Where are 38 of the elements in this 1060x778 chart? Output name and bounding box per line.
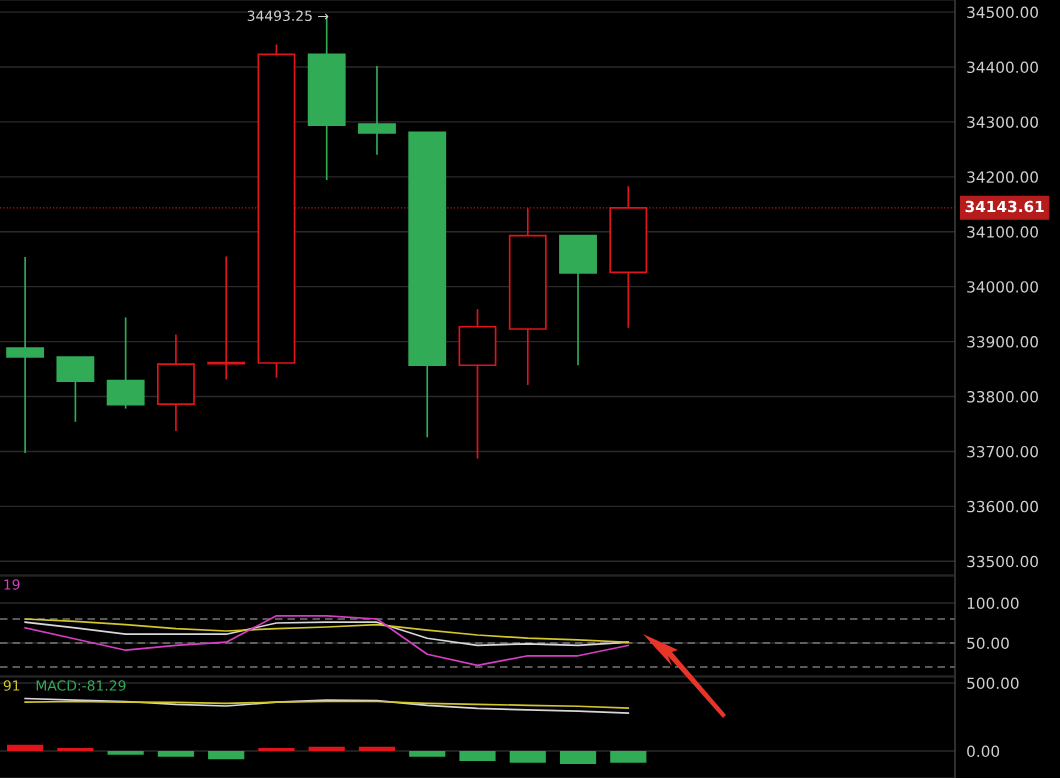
line-series [24,700,630,709]
bar [409,751,446,757]
y-tick-label: 34400.00 [967,61,1038,74]
bar [107,751,144,755]
bar [258,748,295,752]
y-tick-label: 500.00 [967,677,1019,690]
annotation: MACD:-81.29 [36,680,126,691]
y-tick-label: 33700.00 [967,445,1038,458]
bar [610,751,647,763]
bar [308,746,345,752]
y-tick-label: 34000.00 [967,281,1038,293]
candlestick [6,256,45,454]
y-tick-label: 33900.00 [967,336,1038,348]
line-series [24,697,630,714]
y-tick-label: 34100.00 [967,226,1038,238]
y-tick-label: 0.00 [967,745,1000,758]
annotation: 91 [3,680,20,691]
y-tick-label: 33500.00 [967,555,1038,568]
line-series [24,614,630,667]
bar [358,746,396,752]
bar [7,744,44,752]
y-tick-label: 50.00 [967,637,1009,650]
bar [57,748,94,752]
ref-line-label: 34143.61 [965,200,1044,213]
candlestick [358,65,396,156]
annotation: 19 [4,579,20,590]
bar [509,751,546,763]
y-tick-label: 34300.00 [967,116,1038,128]
bar [208,751,245,760]
y-tick-label: 33800.00 [967,390,1038,403]
y-tick-label: 34500.00 [967,6,1038,19]
bar [559,751,597,764]
bar [459,751,496,761]
y-tick-label: 34200.00 [967,171,1038,183]
y-tick-label: 100.00 [967,597,1019,610]
annotation: 34493.25 → [247,10,329,22]
y-tick-label: 33600.00 [967,500,1038,513]
bar [157,751,195,757]
